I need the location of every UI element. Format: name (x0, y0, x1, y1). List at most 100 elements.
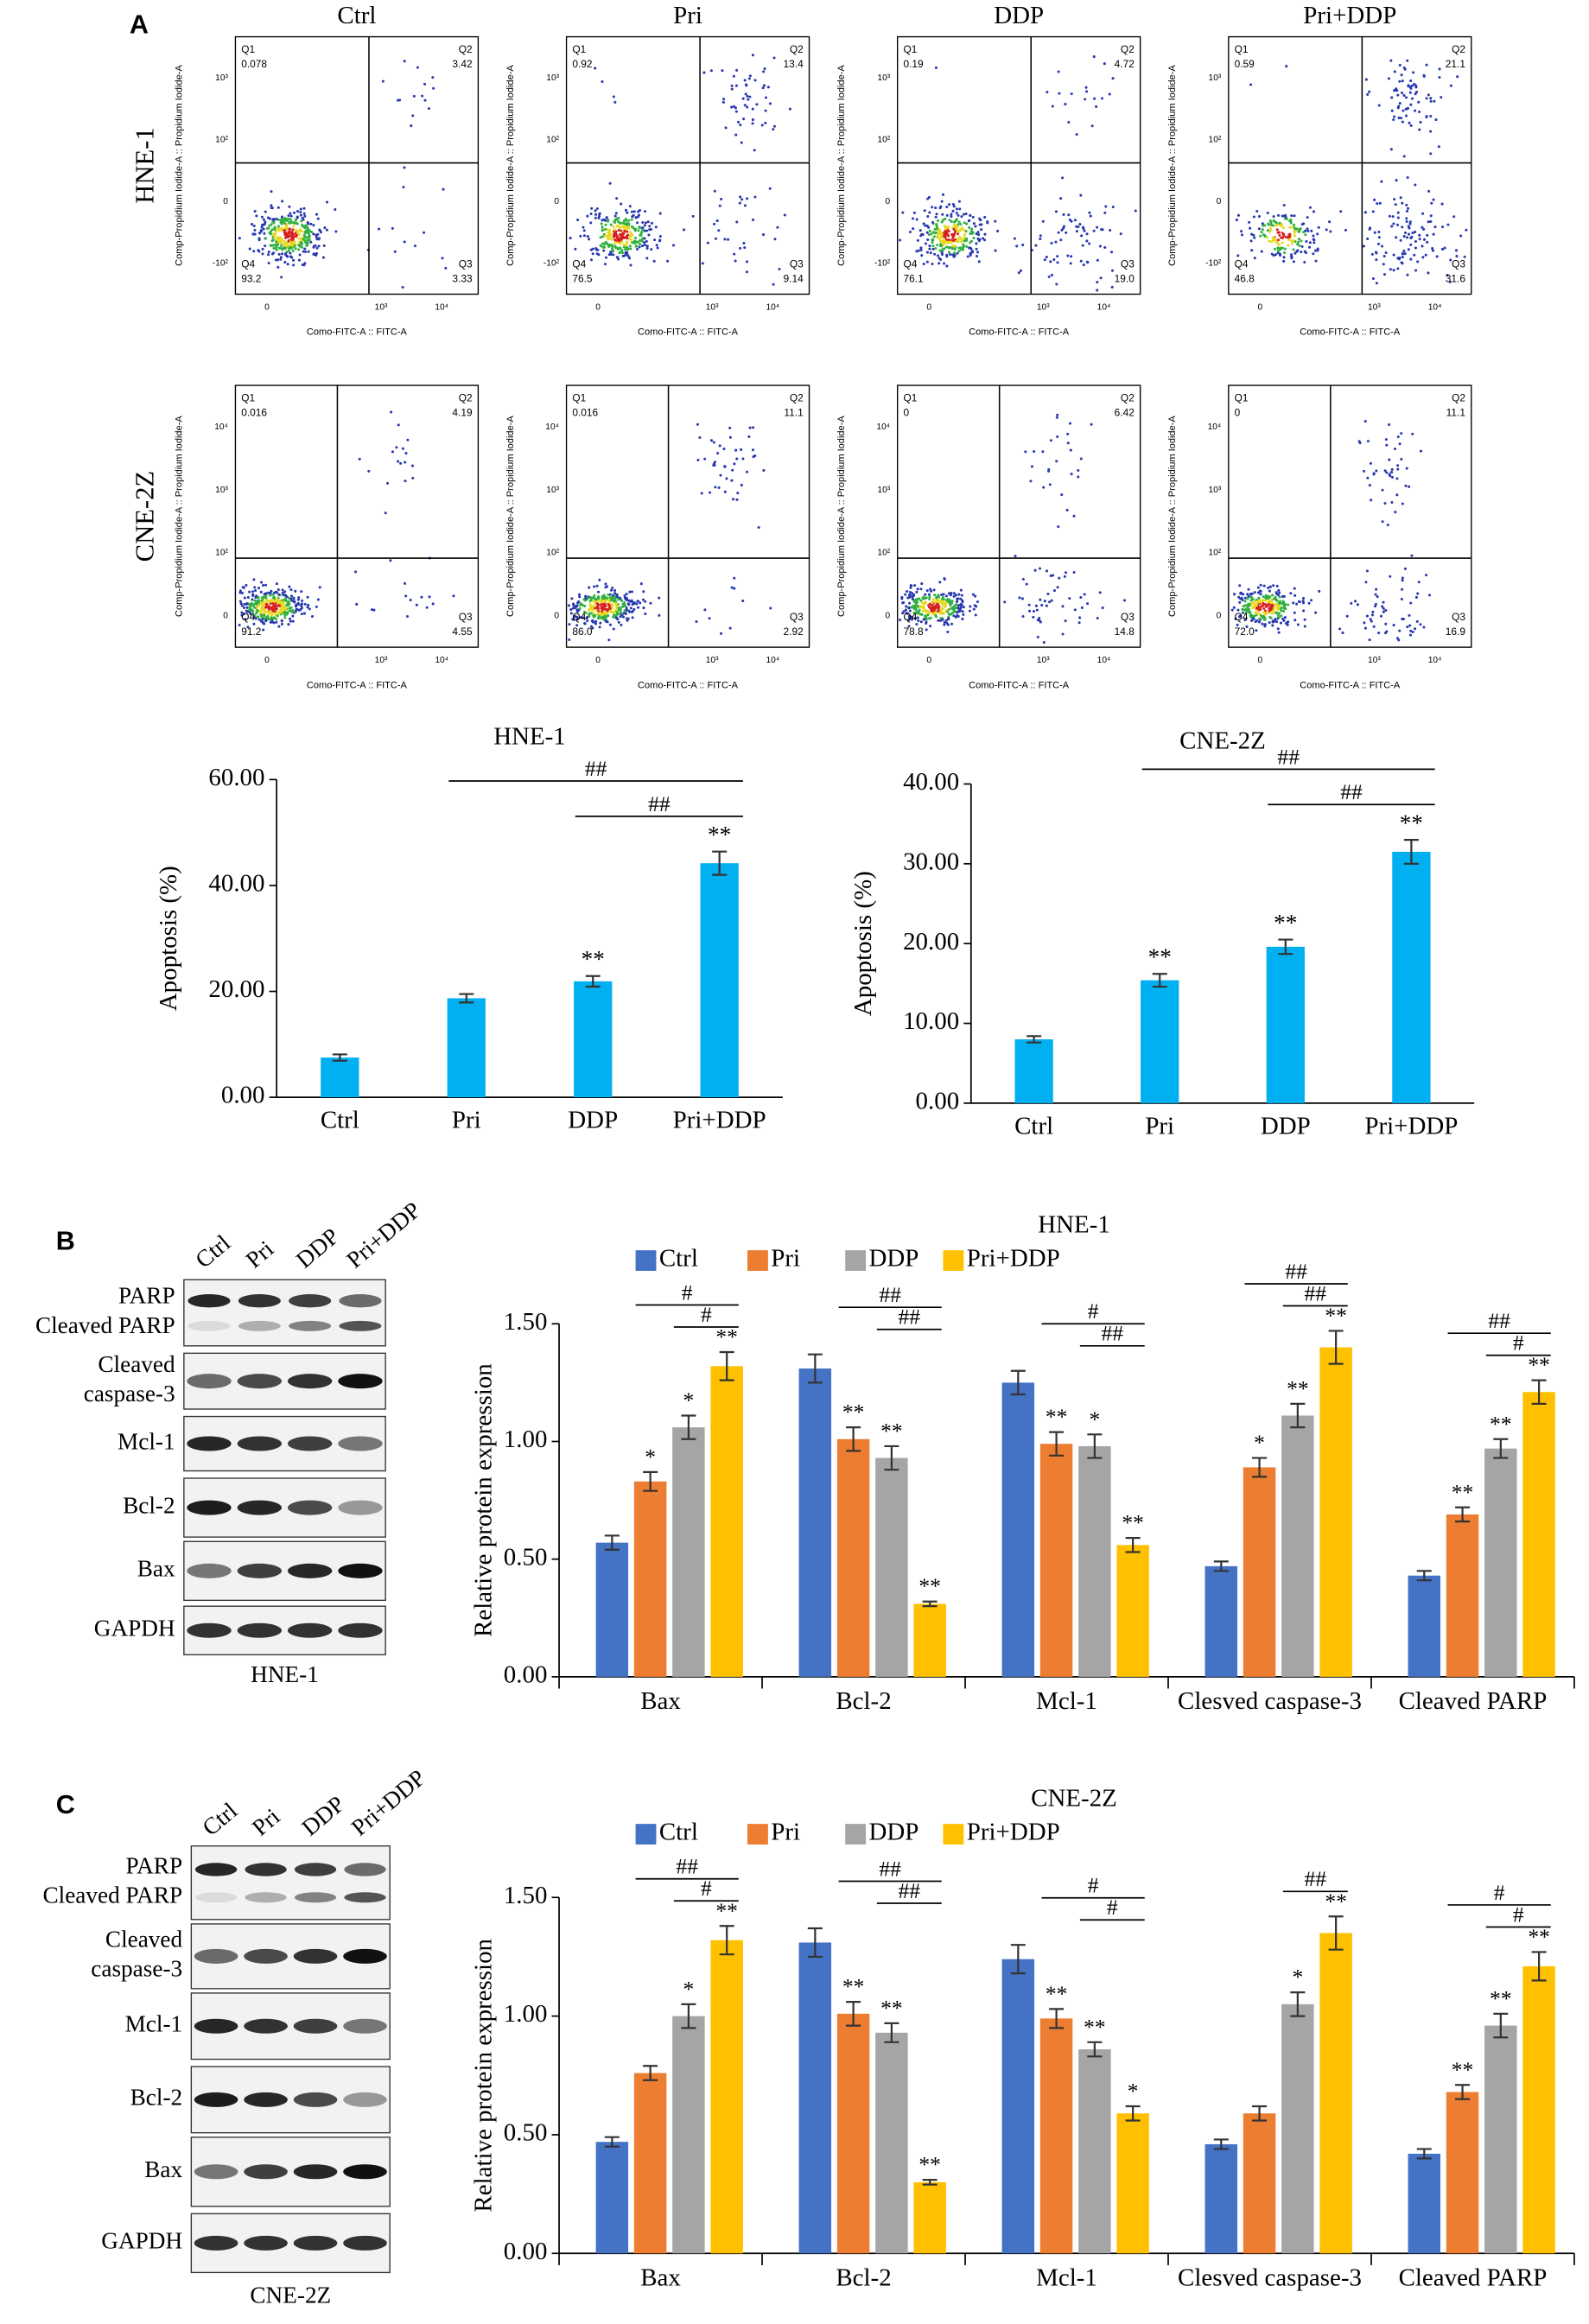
event-dot (915, 623, 918, 626)
significance-label: ## (1285, 1259, 1307, 1284)
protein-label: Cleaved PARP (35, 1312, 175, 1338)
quadrant-value: 0.078 (241, 58, 267, 70)
event-dot (1257, 596, 1261, 600)
event-dot (592, 612, 595, 615)
event-dot (404, 479, 407, 483)
event-dot (1382, 600, 1385, 604)
event-dot (263, 595, 266, 599)
event-dot (1257, 620, 1261, 624)
event-dot (937, 219, 940, 222)
event-dot (258, 609, 263, 613)
event-dot (1060, 493, 1064, 497)
event-dot (1089, 214, 1092, 218)
event-dot (764, 96, 767, 99)
event-dot (413, 244, 416, 248)
event-dot (1249, 239, 1253, 243)
event-dot (932, 588, 936, 592)
event-dot (628, 244, 632, 248)
event-dot (284, 252, 288, 256)
event-dot (1264, 602, 1268, 606)
event-dot (285, 254, 289, 257)
significance-star: ** (1528, 1352, 1550, 1377)
event-dot (1277, 631, 1281, 634)
event-dot (683, 228, 686, 232)
event-dot (593, 585, 596, 588)
event-dot (1368, 638, 1371, 642)
event-dot (1063, 575, 1066, 578)
event-dot (1370, 498, 1373, 502)
event-dot (1111, 77, 1115, 80)
event-dot (251, 232, 255, 236)
bar (1014, 1039, 1053, 1103)
event-dot (1250, 619, 1254, 622)
event-dot (1103, 62, 1106, 66)
event-dot (919, 246, 923, 250)
event-dot (594, 619, 598, 623)
event-dot (624, 208, 628, 212)
event-dot (994, 219, 997, 223)
event-dot (1255, 600, 1259, 603)
x-tick-label: Pri+DDP (673, 1107, 766, 1134)
event-dot (624, 222, 627, 226)
event-dot (277, 240, 281, 244)
event-dot (1391, 215, 1395, 219)
event-dot (1409, 124, 1413, 127)
event-dot (972, 236, 976, 240)
legend-label: Pri+DDP (967, 1245, 1060, 1273)
event-dot (1370, 252, 1374, 256)
quadrant-name: Q4 (1235, 258, 1249, 270)
event-dot (943, 620, 946, 624)
quadrant-value: 78.8 (904, 625, 925, 638)
event-dot (288, 231, 291, 234)
event-dot (1278, 233, 1281, 237)
event-dot (604, 234, 607, 238)
event-dot (1056, 255, 1059, 258)
event-dot (1251, 598, 1255, 601)
event-dot (761, 233, 766, 237)
event-dot (1303, 625, 1306, 628)
event-dot (1082, 264, 1085, 267)
event-dot (1269, 605, 1273, 608)
event-dot (1263, 616, 1267, 619)
event-dot (1421, 256, 1425, 259)
event-dot (909, 594, 912, 597)
event-dot (948, 219, 951, 222)
event-dot (1099, 276, 1103, 280)
y-tick-label: 60.00 (208, 764, 264, 791)
quadrant-value: 4.19 (452, 407, 473, 419)
event-dot (701, 262, 704, 265)
quadrant-name: Q2 (1452, 43, 1465, 55)
event-dot (1365, 614, 1369, 618)
quadrant-name: Q3 (1452, 611, 1465, 623)
event-dot (626, 221, 630, 225)
significance-label: # (1088, 1299, 1099, 1324)
event-dot (630, 238, 633, 241)
event-dot (961, 610, 964, 613)
event-dot (626, 252, 629, 257)
event-dot (629, 606, 632, 610)
y-tick-label: -10² (874, 258, 891, 268)
event-dot (1401, 617, 1404, 621)
event-dot (927, 225, 931, 229)
event-dot (910, 615, 913, 619)
event-dot (238, 589, 242, 593)
event-dot (252, 224, 256, 228)
significance-star: ** (1148, 943, 1172, 969)
x-tick-label: 10³ (375, 303, 388, 313)
event-dot (574, 247, 577, 251)
event-dot (696, 459, 700, 462)
event-dot (626, 211, 629, 214)
bar (875, 1457, 908, 1677)
event-dot (1262, 595, 1265, 599)
event-dot (960, 594, 963, 597)
event-dot (630, 218, 633, 221)
event-dot (601, 79, 604, 84)
event-dot (751, 122, 754, 125)
event-dot (289, 251, 292, 255)
event-dot (1247, 587, 1250, 591)
significance-star: ** (1490, 1985, 1512, 2010)
event-dot (590, 625, 594, 628)
event-dot (292, 211, 296, 214)
event-dot (309, 240, 313, 244)
event-dot (620, 202, 623, 206)
